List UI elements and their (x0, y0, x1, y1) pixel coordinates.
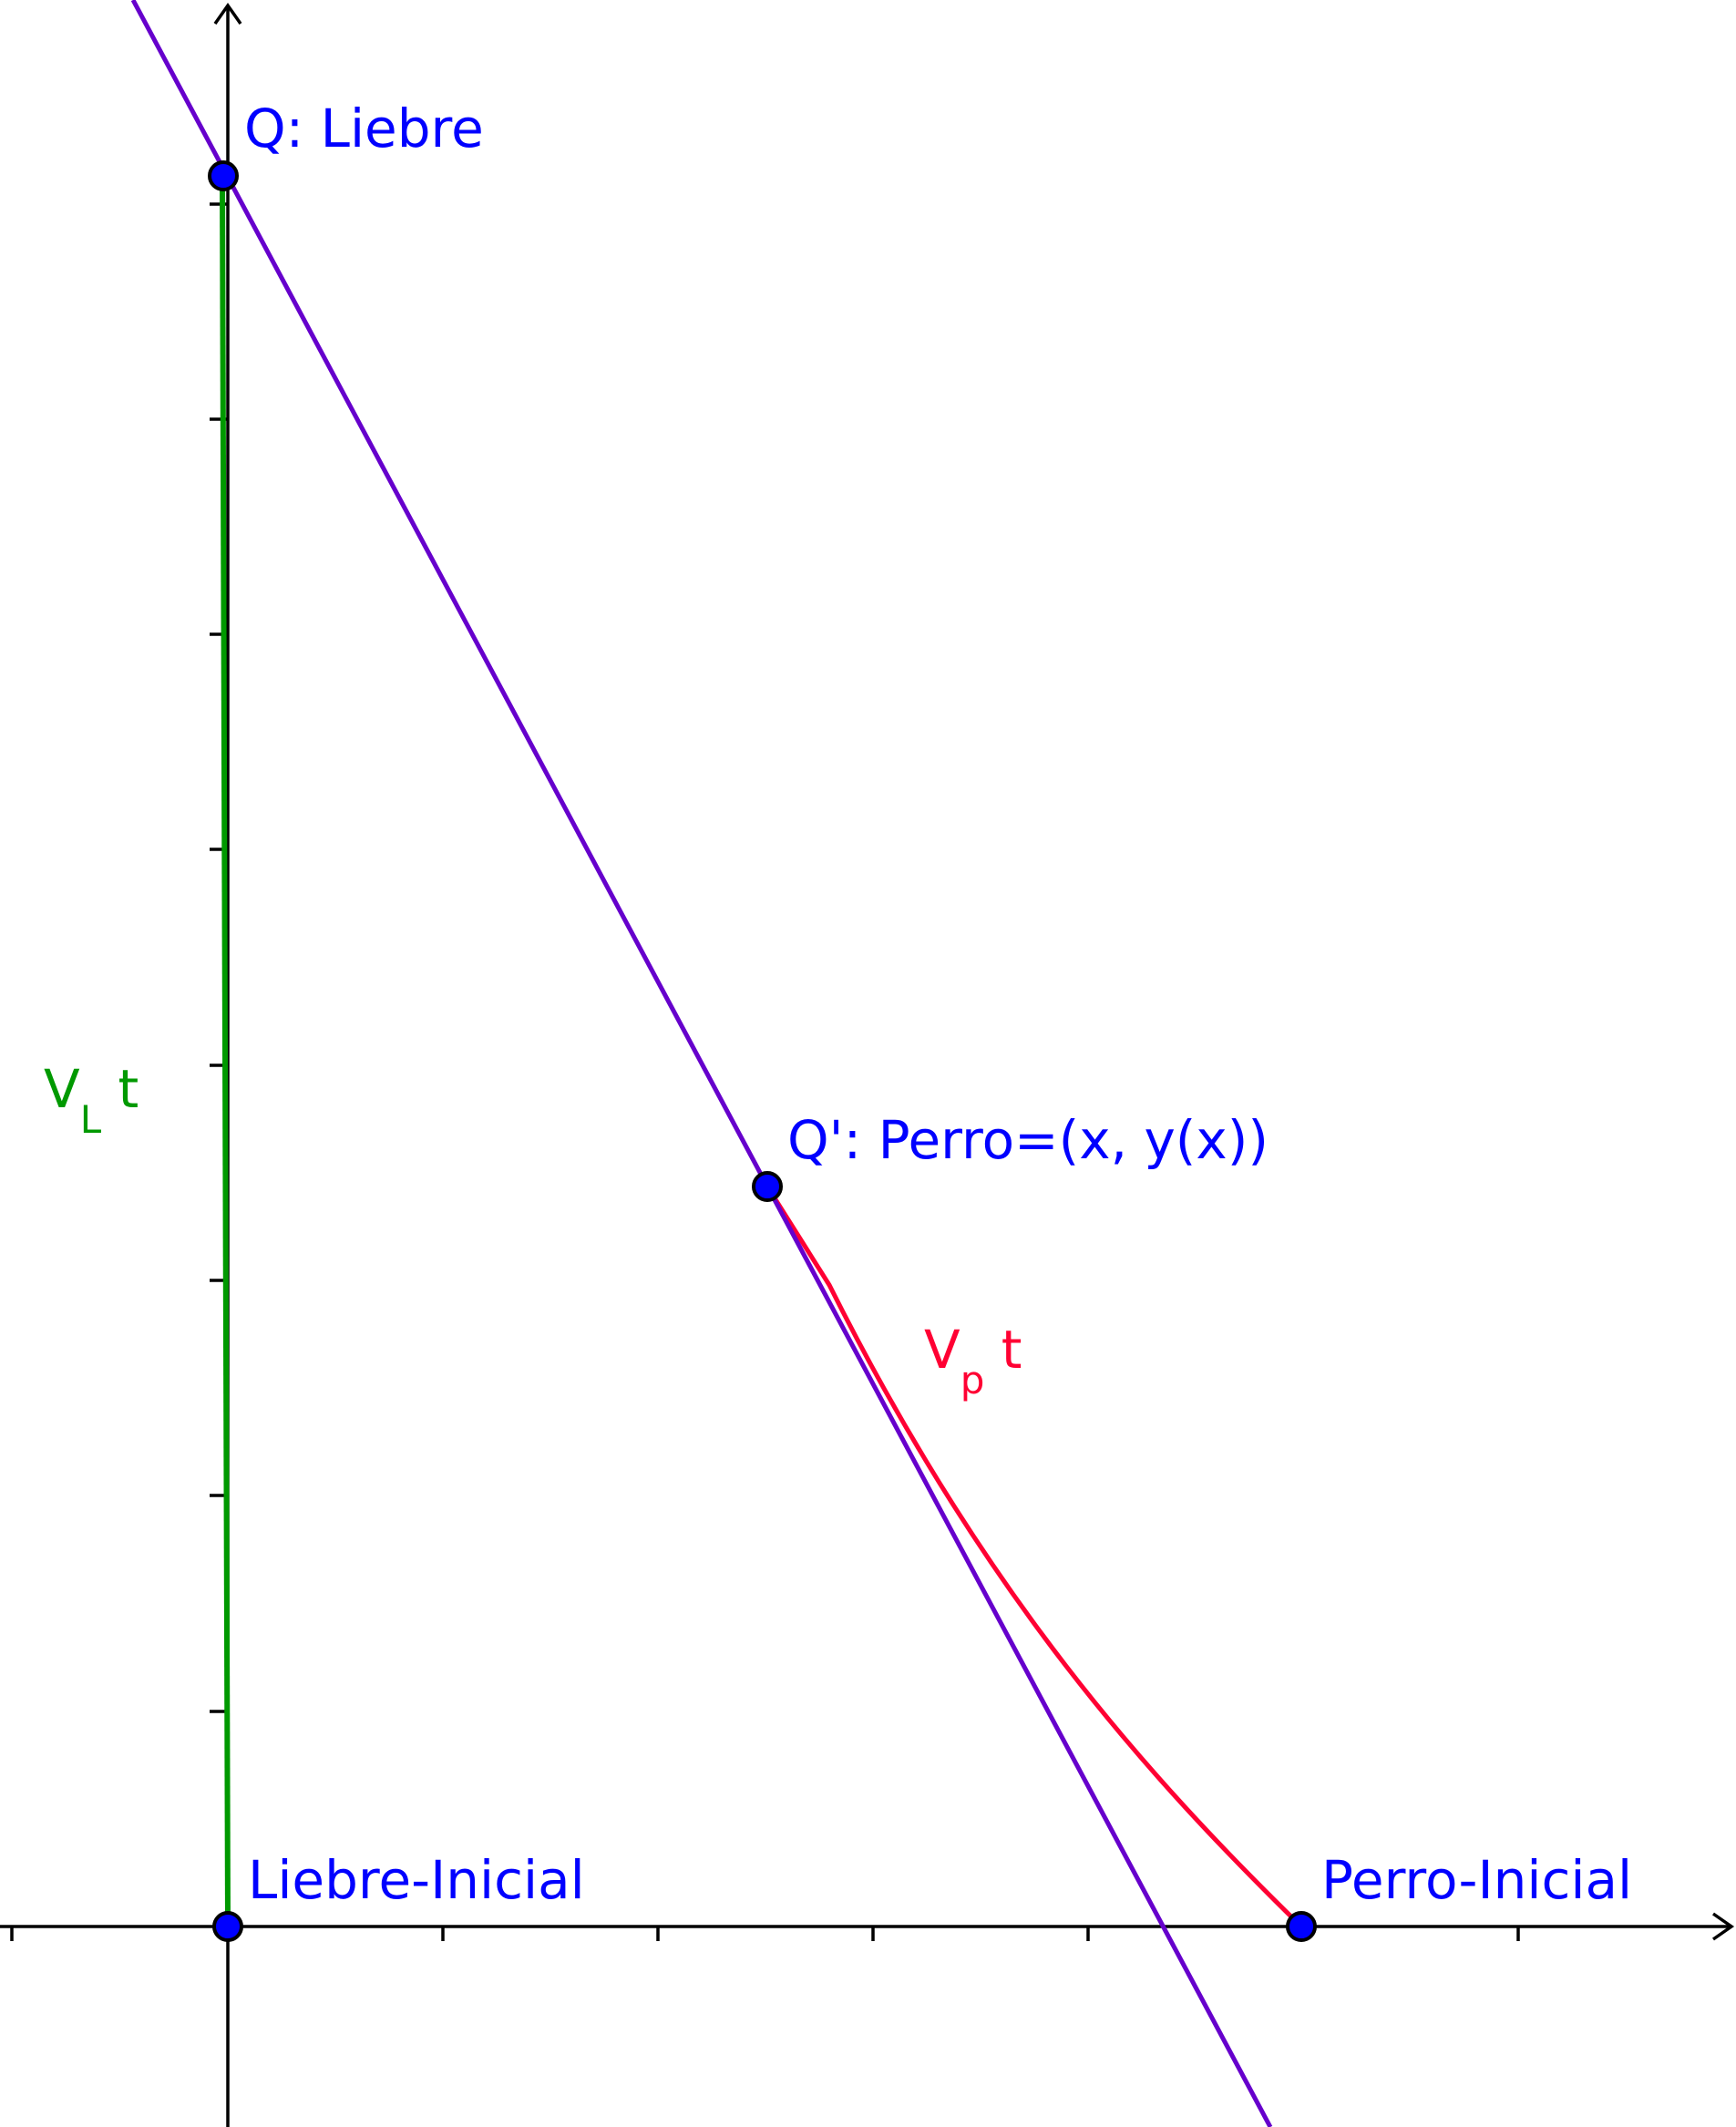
dog-distance-t: t (984, 1319, 1022, 1381)
label-liebre-inicial: Liebre-Inicial (248, 1849, 585, 1911)
hare-distance-v: V (44, 1058, 80, 1120)
dog-pursuit-curve (765, 1185, 1303, 1928)
label-dog-distance: Vp t (924, 1323, 1022, 1400)
dog-distance-v: V (924, 1319, 960, 1381)
point-perro-inicial[interactable] (1286, 1911, 1317, 1942)
label-hare-distance: VL t (44, 1063, 139, 1139)
label-perro-inicial: Perro-Inicial (1321, 1849, 1633, 1911)
point-perro[interactable] (752, 1171, 783, 1202)
hare-path (220, 175, 231, 1927)
hare-distance-sub: L (79, 1097, 102, 1142)
x-axis (0, 1912, 1735, 1941)
hare-distance-t: t (101, 1058, 139, 1120)
tangent-line (130, 0, 1273, 2127)
point-liebre-inicial[interactable] (212, 1911, 243, 1942)
dog-distance-sub: p (960, 1358, 985, 1403)
point-liebre[interactable] (208, 160, 239, 191)
label-liebre: Q: Liebre (244, 98, 484, 159)
label-perro: Q': Perro=(x, y(x)) (787, 1109, 1269, 1171)
